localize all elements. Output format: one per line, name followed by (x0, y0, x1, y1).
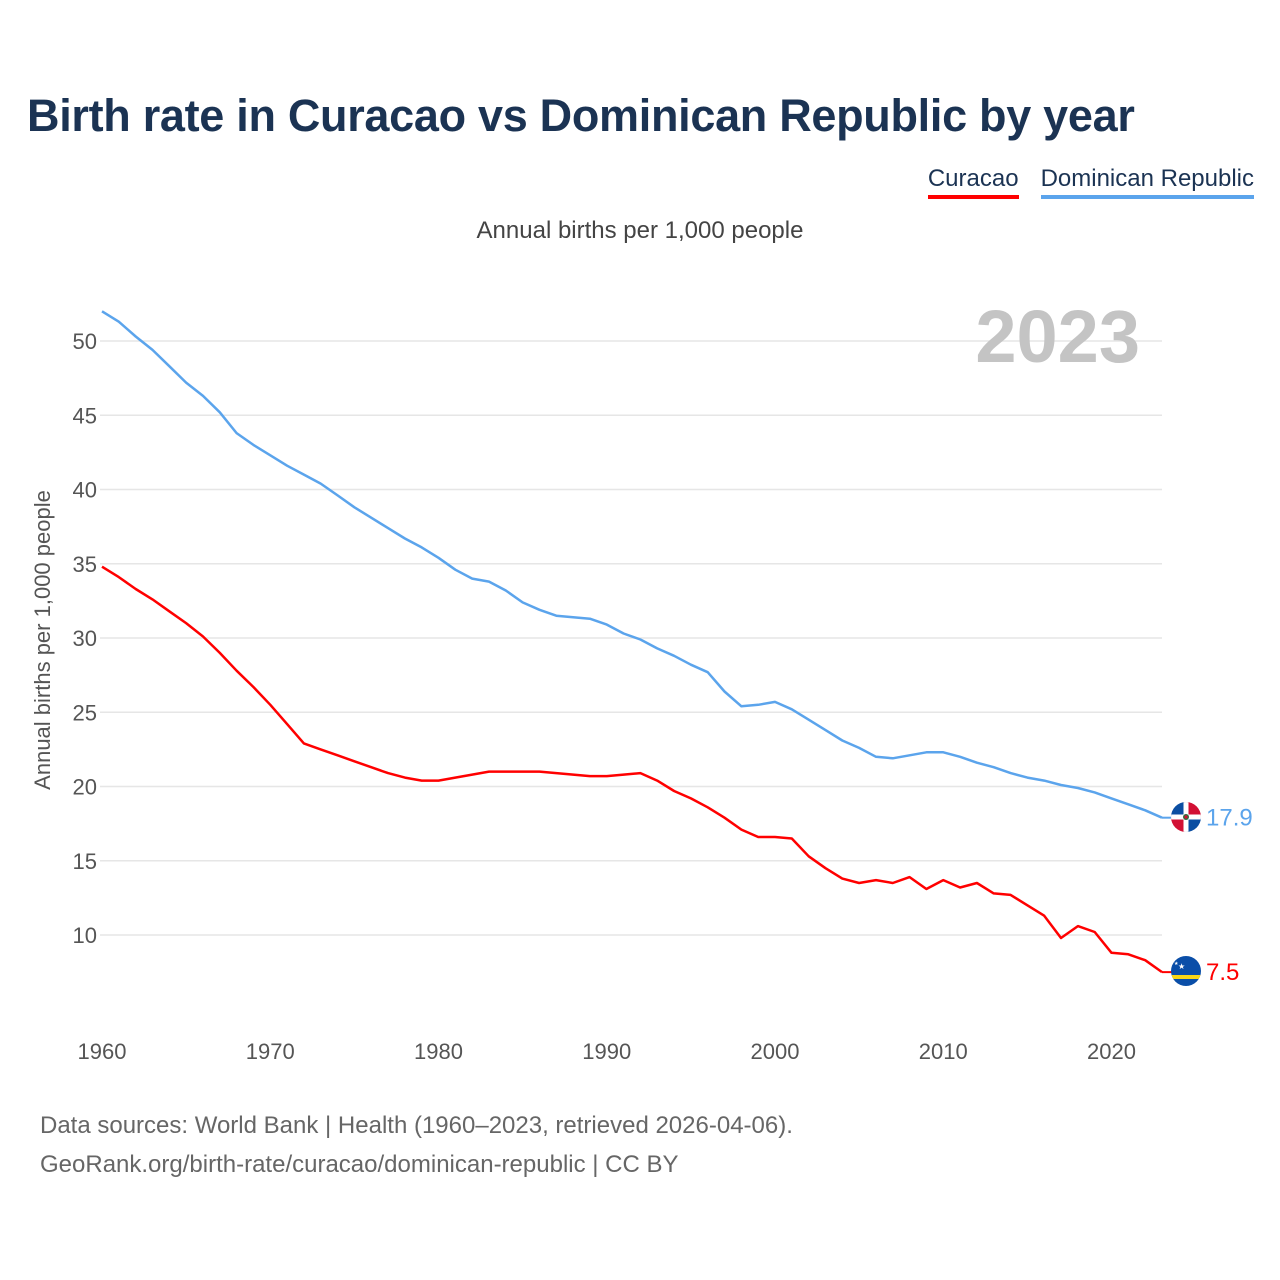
x-tick-label: 2020 (1087, 1039, 1136, 1064)
x-tick-label: 1960 (78, 1039, 127, 1064)
y-tick-label: 45 (73, 403, 97, 428)
legend-item-curacao[interactable]: Curacao (927, 165, 1019, 199)
x-tick-label: 1970 (246, 1039, 295, 1064)
end-value-label-dominican-republic: 17.9 (1206, 805, 1253, 832)
x-tick-label: 1980 (414, 1039, 463, 1064)
data-source-text: Data sources: World Bank | Health (1960–… (40, 1112, 793, 1139)
curacao-flag-icon: ★★ (1171, 956, 1201, 986)
y-axis-label: Annual births per 1,000 people (30, 490, 55, 790)
dominican-republic-flag-icon (1171, 802, 1201, 832)
legend-item-dominican-republic[interactable]: Dominican Republic (1040, 165, 1254, 199)
y-tick-label: 40 (73, 478, 97, 503)
x-tick-label: 1990 (582, 1039, 631, 1064)
series-line-dominican-republic (101, 310, 1163, 819)
y-tick-label: 15 (73, 849, 97, 874)
y-tick-label: 20 (73, 775, 97, 800)
footer: Data sources: World Bank | Health (1960–… (40, 1106, 793, 1184)
y-tick-label: 30 (73, 626, 97, 651)
end-value-label-curacao: 7.5 (1206, 959, 1239, 986)
x-tick-label: 2010 (919, 1039, 968, 1064)
y-tick-label: 25 (73, 700, 97, 725)
y-tick-label: 50 (73, 329, 97, 354)
chart-title: Birth rate in Curacao vs Dominican Repub… (27, 90, 1135, 141)
svg-text:★: ★ (1174, 961, 1179, 967)
series-line-curacao (101, 565, 1163, 974)
y-tick-label: 10 (73, 923, 97, 948)
y-tick-label: 35 (73, 552, 97, 577)
source-url-text[interactable]: GeoRank.org/birth-rate/curacao/dominican… (40, 1151, 679, 1178)
x-tick-label: 2000 (751, 1039, 800, 1064)
year-watermark: 2023 (975, 295, 1140, 378)
chart-subtitle: Annual births per 1,000 people (476, 217, 804, 244)
legend: Curacao Dominican Republic (927, 165, 1254, 199)
svg-text:★: ★ (1178, 962, 1185, 971)
